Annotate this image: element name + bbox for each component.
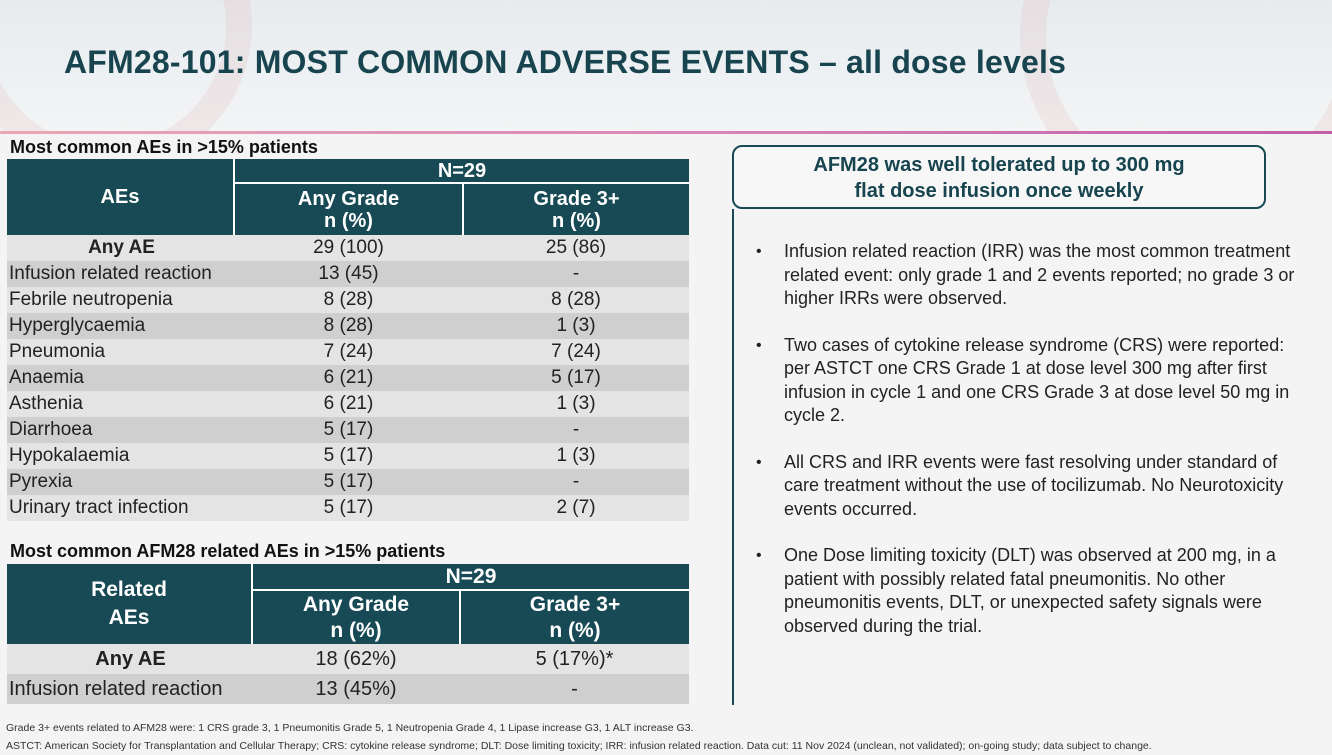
ae-name: Hypokalaemia xyxy=(7,443,234,469)
grade3-value: 25 (86) xyxy=(463,235,689,261)
list-item: • Infusion related reaction (IRR) was th… xyxy=(756,240,1296,311)
table-row: Febrile neutropenia 8 (28) 8 (28) xyxy=(7,287,689,313)
any-grade-value: 8 (28) xyxy=(234,287,463,313)
any-grade-value: 6 (21) xyxy=(234,365,463,391)
bullet-icon: • xyxy=(756,336,762,354)
findings-list: • Infusion related reaction (IRR) was th… xyxy=(756,240,1296,661)
table1-caption: Most common AEs in >15% patients xyxy=(10,137,318,157)
ae-name: Pneumonia xyxy=(7,339,234,365)
list-item: • One Dose limiting toxicity (DLT) was o… xyxy=(756,544,1296,638)
grade3-value: 8 (28) xyxy=(463,287,689,313)
table-row: Urinary tract infection 5 (17) 2 (7) xyxy=(7,495,689,521)
table-row: Anaemia 6 (21) 5 (17) xyxy=(7,365,689,391)
grade3-value: - xyxy=(460,674,690,704)
grade3-value: 1 (3) xyxy=(463,313,689,339)
table-row: Asthenia 6 (21) 1 (3) xyxy=(7,391,689,417)
table2-caption: Most common AFM28 related AEs in >15% pa… xyxy=(10,541,446,561)
any-grade-value: 5 (17) xyxy=(234,469,463,495)
header-accent-rule xyxy=(0,131,1332,134)
ae-name: Asthenia xyxy=(7,391,234,417)
any-grade-value: 5 (17) xyxy=(234,443,463,469)
slide-header-band xyxy=(0,0,1332,132)
list-item-text: All CRS and IRR events were fast resolvi… xyxy=(784,451,1284,519)
callout-line1: AFM28 was well tolerated up to 300 mg xyxy=(813,154,1185,176)
ae-name: Hyperglycaemia xyxy=(7,313,234,339)
any-grade-value: 7 (24) xyxy=(234,339,463,365)
grade3-value: 1 (3) xyxy=(463,443,689,469)
footnote-grade3: Grade 3+ events related to AFM28 were: 1… xyxy=(6,722,694,734)
ae-name: Urinary tract infection xyxy=(7,495,234,521)
table2-header-n: N=29 xyxy=(250,564,690,591)
table-row: Hypokalaemia 5 (17) 1 (3) xyxy=(7,443,689,469)
related-ae-table: Related AEs N=29 Any Grade n (%) Grade 3… xyxy=(7,564,690,704)
any-grade-value: 5 (17) xyxy=(234,417,463,443)
callout-line2: flat dose infusion once weekly xyxy=(854,180,1144,202)
table1-grade3-label: Grade 3+ xyxy=(533,187,620,210)
list-item-text: Two cases of cytokine release syndrome (… xyxy=(784,334,1290,426)
ae-name: Infusion related reaction xyxy=(7,261,234,287)
ae-name: Febrile neutropenia xyxy=(7,287,234,313)
table-row: Hyperglycaemia 8 (28) 1 (3) xyxy=(7,313,689,339)
table1-header-aes: AEs xyxy=(7,159,234,235)
table2-any-grade-unit: n (%) xyxy=(330,618,382,642)
bullet-icon: • xyxy=(756,243,762,260)
bullet-icon: • xyxy=(756,547,762,564)
grade3-value: - xyxy=(463,261,689,287)
table2-header-any-grade: Any Grade n (%) xyxy=(251,590,460,644)
decorative-ring-right xyxy=(1020,0,1332,132)
tolerability-callout: AFM28 was well tolerated up to 300 mg fl… xyxy=(732,145,1266,209)
any-grade-value: 5 (17) xyxy=(234,495,463,521)
table2-header-grade3: Grade 3+ n (%) xyxy=(458,590,690,644)
ae-name: Diarrhoea xyxy=(7,417,234,443)
table2-header-line1: Related xyxy=(91,578,167,601)
table-row: Diarrhoea 5 (17) - xyxy=(7,417,689,443)
table2-grade3-label: Grade 3+ xyxy=(529,592,621,616)
grade3-value: 1 (3) xyxy=(463,391,689,417)
table1-header-any-grade: Any Grade n (%) xyxy=(233,183,463,235)
table-row: Any AE 29 (100) 25 (86) xyxy=(7,235,689,261)
ae-name: Infusion related reaction xyxy=(7,674,252,704)
ae-name: Pyrexia xyxy=(7,469,234,495)
grade3-value: - xyxy=(463,469,689,495)
any-grade-value: 13 (45) xyxy=(234,261,463,287)
ae-table: AEs N=29 Any Grade n (%) Grade 3+ n (%) … xyxy=(7,159,689,521)
list-item-text: Infusion related reaction (IRR) was the … xyxy=(784,241,1295,308)
table1-grade3-unit: n (%) xyxy=(552,209,601,232)
any-grade-value: 13 (45%) xyxy=(252,674,460,704)
footnote-abbreviations: ASTCT: American Society for Transplantat… xyxy=(6,740,1152,752)
table1-header-grade3: Grade 3+ n (%) xyxy=(462,183,689,235)
callout-vertical-rule xyxy=(732,209,734,705)
list-item-text: One Dose limiting toxicity (DLT) was obs… xyxy=(784,545,1276,636)
table1-header-n: N=29 xyxy=(233,159,689,184)
list-item: • All CRS and IRR events were fast resol… xyxy=(756,451,1296,522)
table-row: Infusion related reaction 13 (45) - xyxy=(7,261,689,287)
ae-name: Anaemia xyxy=(7,365,234,391)
grade3-value: 2 (7) xyxy=(463,495,689,521)
table2-header-line2: AEs xyxy=(108,606,150,629)
table-row: Infusion related reaction 13 (45%) - xyxy=(7,674,690,704)
list-item: • Two cases of cytokine release syndrome… xyxy=(756,334,1296,428)
grade3-value: - xyxy=(463,417,689,443)
slide-title: AFM28-101: MOST COMMON ADVERSE EVENTS – … xyxy=(64,44,1067,80)
table2-header-related-aes: Related AEs xyxy=(7,564,252,644)
table-row: Pyrexia 5 (17) - xyxy=(7,469,689,495)
table2-grade3-unit: n (%) xyxy=(549,618,601,642)
any-grade-value: 29 (100) xyxy=(234,235,463,261)
table2-any-grade-label: Any Grade xyxy=(302,592,410,616)
table-row: Any AE 18 (62%) 5 (17%)* xyxy=(7,644,690,674)
ae-name: Any AE xyxy=(7,235,234,261)
grade3-value: 5 (17) xyxy=(463,365,689,391)
table1-any-grade-unit: n (%) xyxy=(324,209,373,232)
table-row: Pneumonia 7 (24) 7 (24) xyxy=(7,339,689,365)
any-grade-value: 8 (28) xyxy=(234,313,463,339)
any-grade-value: 6 (21) xyxy=(234,391,463,417)
grade3-value: 5 (17%)* xyxy=(460,644,690,674)
any-grade-value: 18 (62%) xyxy=(252,644,460,674)
table1-any-grade-label: Any Grade xyxy=(297,187,400,210)
grade3-value: 7 (24) xyxy=(463,339,689,365)
bullet-icon: • xyxy=(756,453,762,471)
ae-name: Any AE xyxy=(7,644,252,674)
